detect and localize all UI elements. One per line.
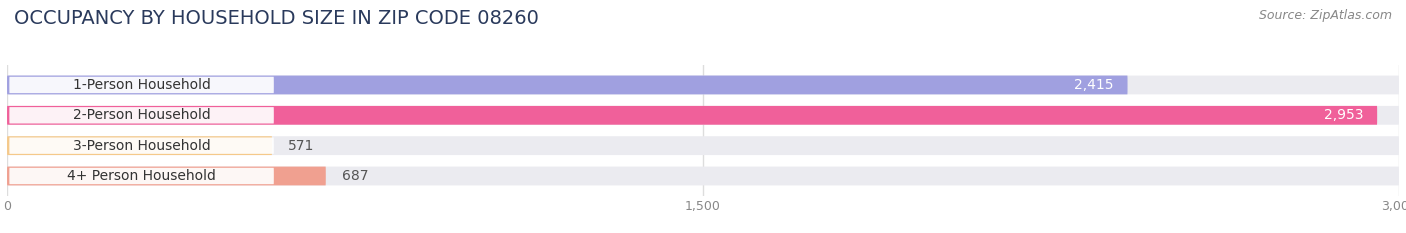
Text: 3-Person Household: 3-Person Household	[73, 139, 211, 153]
FancyBboxPatch shape	[10, 168, 274, 184]
Text: OCCUPANCY BY HOUSEHOLD SIZE IN ZIP CODE 08260: OCCUPANCY BY HOUSEHOLD SIZE IN ZIP CODE …	[14, 9, 538, 28]
Text: 2,415: 2,415	[1074, 78, 1114, 92]
FancyBboxPatch shape	[10, 137, 274, 154]
Text: 1-Person Household: 1-Person Household	[73, 78, 211, 92]
FancyBboxPatch shape	[7, 75, 1128, 94]
FancyBboxPatch shape	[7, 136, 1399, 155]
Text: 571: 571	[288, 139, 315, 153]
Text: 2-Person Household: 2-Person Household	[73, 108, 211, 122]
FancyBboxPatch shape	[7, 167, 1399, 185]
FancyBboxPatch shape	[10, 77, 274, 93]
Text: 2,953: 2,953	[1323, 108, 1364, 122]
Text: 4+ Person Household: 4+ Person Household	[67, 169, 217, 183]
FancyBboxPatch shape	[7, 75, 1399, 94]
Text: 687: 687	[342, 169, 368, 183]
FancyBboxPatch shape	[7, 106, 1376, 125]
FancyBboxPatch shape	[10, 107, 274, 123]
Text: Source: ZipAtlas.com: Source: ZipAtlas.com	[1258, 9, 1392, 22]
FancyBboxPatch shape	[7, 167, 326, 185]
FancyBboxPatch shape	[7, 106, 1399, 125]
FancyBboxPatch shape	[7, 136, 271, 155]
